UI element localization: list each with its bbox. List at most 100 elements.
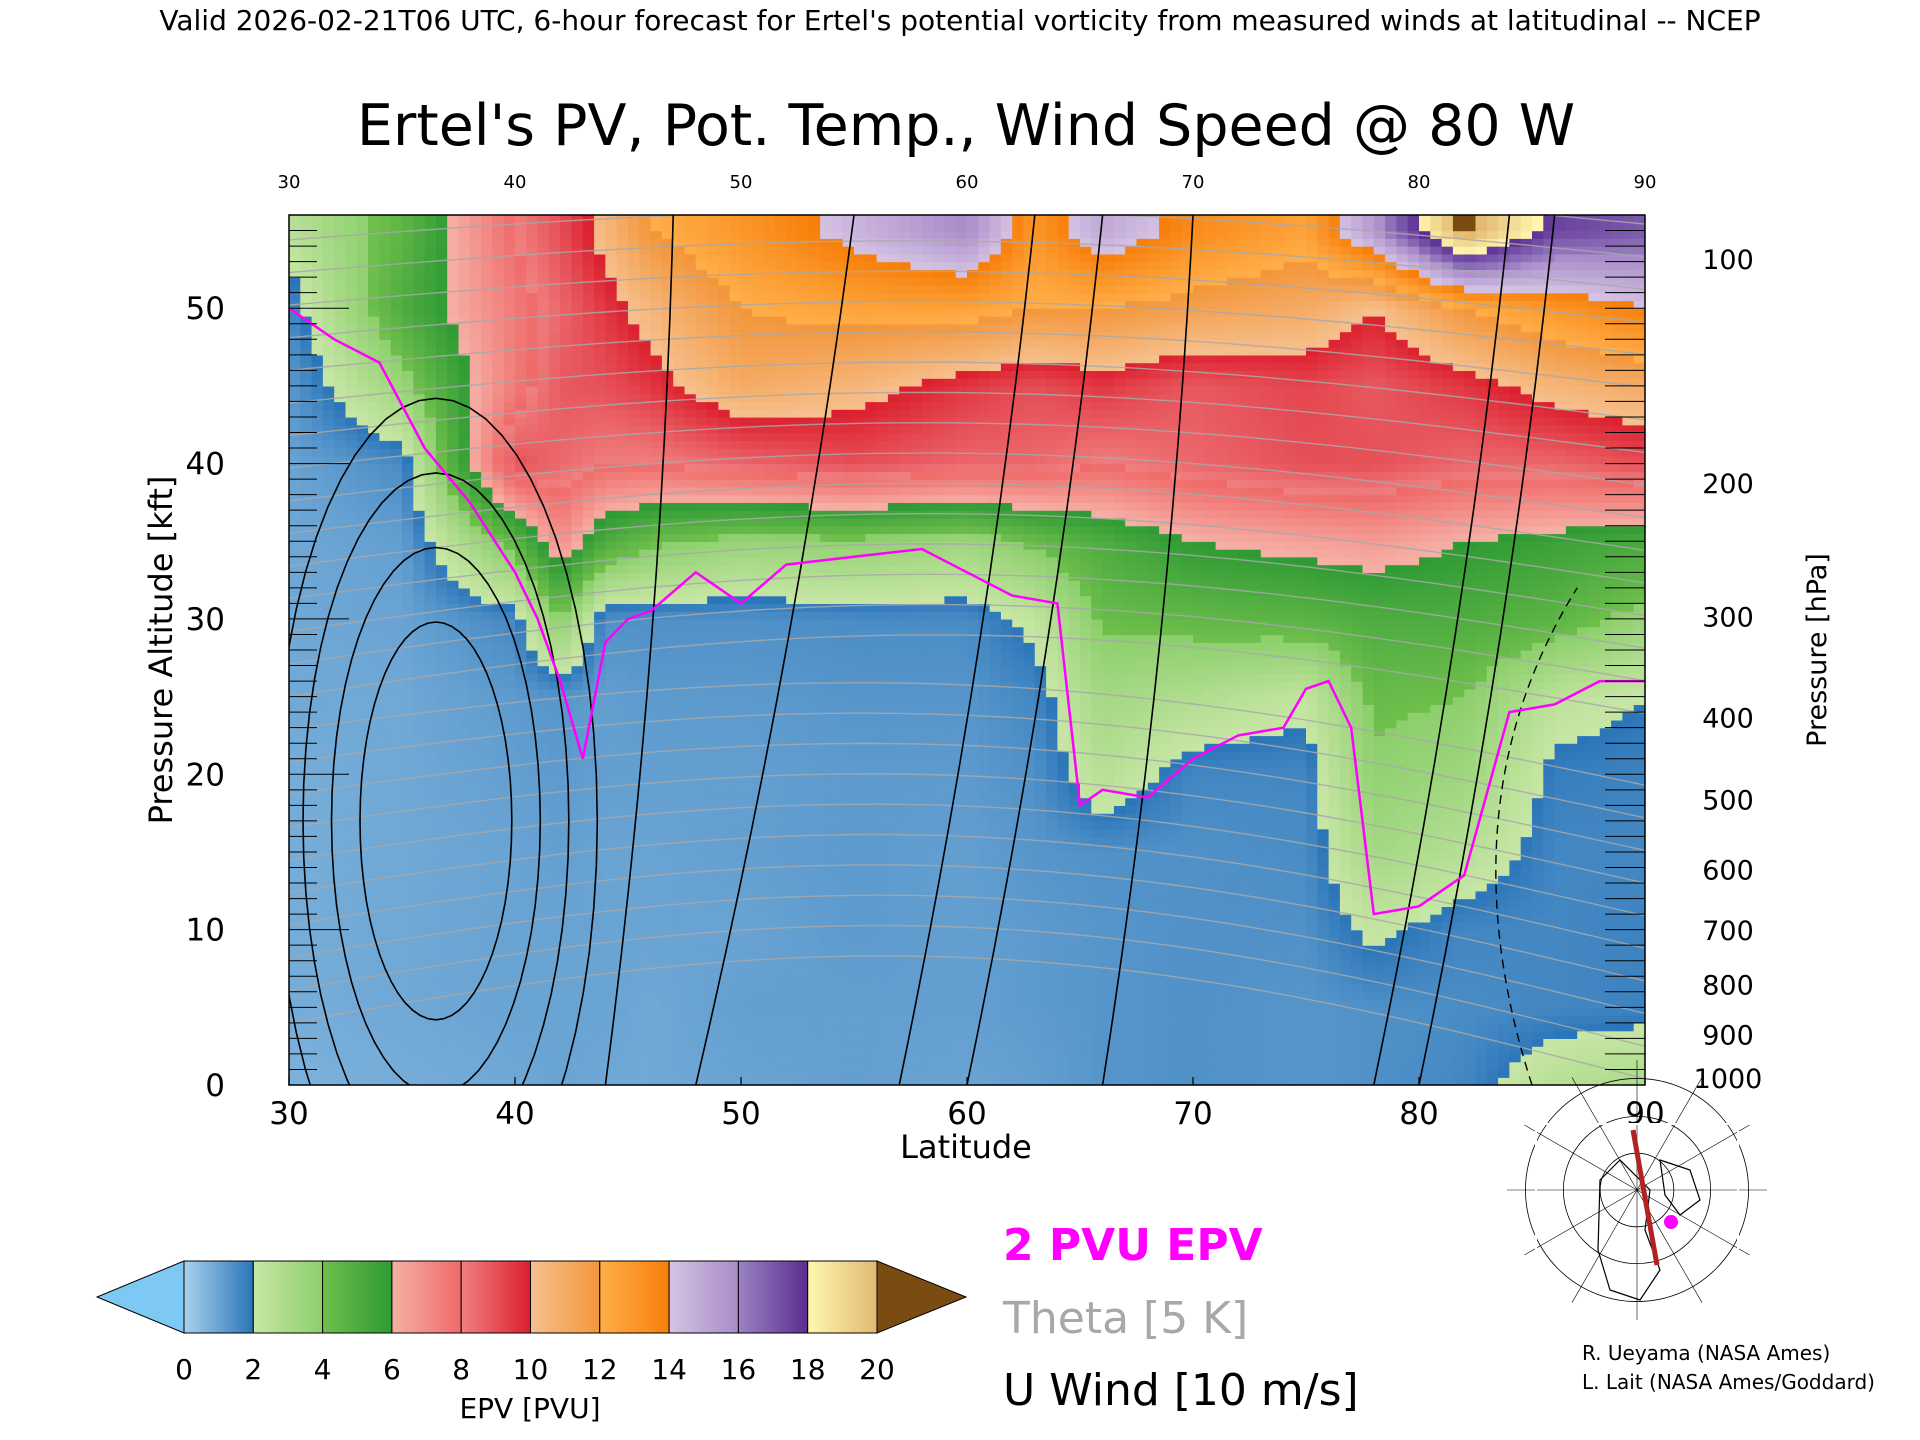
epv-cell <box>707 448 719 457</box>
epv-cell <box>390 789 403 799</box>
epv-cell <box>300 603 313 612</box>
epv-cell <box>413 774 426 783</box>
epv-cell <box>774 984 787 993</box>
epv-cell <box>729 1007 742 1016</box>
epv-cell <box>435 284 448 294</box>
epv-cell <box>661 766 674 775</box>
epv-cell <box>515 1069 527 1078</box>
epv-cell <box>752 952 765 962</box>
epv-cell <box>684 1022 697 1032</box>
epv-cell <box>684 1069 697 1078</box>
epv-cell <box>707 968 719 977</box>
epv-cell <box>458 385 471 395</box>
epv-cell <box>311 929 324 938</box>
epv-cell <box>605 510 618 519</box>
epv-cell <box>402 572 414 581</box>
epv-cell <box>673 890 686 900</box>
epv-cell <box>492 789 505 799</box>
epv-cell <box>289 401 301 410</box>
epv-cell <box>729 479 742 488</box>
epv-cell <box>368 1046 380 1055</box>
epv-cell <box>435 650 448 659</box>
epv-cell <box>605 665 618 674</box>
epv-cell <box>628 1022 640 1032</box>
epv-cell <box>650 1046 663 1055</box>
epv-cell <box>379 1069 392 1078</box>
epv-cell <box>729 673 742 682</box>
epv-cell <box>661 960 674 970</box>
epv-cell <box>774 852 787 861</box>
epv-cell <box>763 424 776 434</box>
epv-cell <box>560 626 573 636</box>
epv-cell <box>526 642 539 651</box>
epv-cell <box>289 564 301 573</box>
epv-cell <box>718 782 731 791</box>
epv-cell <box>594 657 606 667</box>
epv-cell <box>458 929 471 938</box>
epv-cell <box>402 960 414 970</box>
epv-cell <box>447 960 460 970</box>
epv-cell <box>492 471 505 480</box>
epv-cell <box>435 401 448 410</box>
epv-cell <box>763 797 776 806</box>
epv-cell <box>537 642 550 651</box>
epv-cell <box>458 696 471 705</box>
epv-cell <box>503 525 516 535</box>
epv-cell <box>582 766 595 775</box>
epv-cell <box>390 316 403 325</box>
epv-cell <box>673 564 686 573</box>
epv-cell <box>435 968 448 977</box>
epv-cell <box>424 844 437 853</box>
epv-cell <box>435 820 448 830</box>
epv-cell <box>435 424 448 434</box>
epv-cell <box>582 494 595 503</box>
epv-cell <box>582 378 595 387</box>
epv-cell <box>356 751 369 760</box>
epv-cell <box>447 859 460 869</box>
epv-cell <box>571 354 584 364</box>
epv-cell <box>639 782 652 791</box>
epv-cell <box>582 549 595 558</box>
epv-cell <box>594 517 606 527</box>
epv-cell <box>492 611 505 620</box>
epv-cell <box>492 743 505 752</box>
epv-cell <box>458 455 471 465</box>
epv-cell <box>741 1069 753 1078</box>
epv-cell <box>356 626 369 636</box>
epv-cell <box>515 1007 527 1016</box>
epv-cell <box>661 541 674 550</box>
epv-cell <box>605 308 618 317</box>
epv-cell <box>334 549 347 558</box>
epv-cell <box>605 921 618 931</box>
epv-cell <box>458 751 471 760</box>
epv-cell <box>334 852 347 861</box>
epv-cell <box>368 859 380 869</box>
epv-cell <box>390 479 403 488</box>
epv-cell <box>571 712 584 721</box>
epv-cell <box>368 417 380 426</box>
epv-cell <box>582 479 595 488</box>
epv-cell <box>786 1053 799 1063</box>
epv-cell <box>684 1046 697 1055</box>
epv-cell <box>752 393 765 403</box>
epv-cell <box>718 370 731 379</box>
epv-cell <box>334 743 347 752</box>
epv-cell <box>311 782 324 791</box>
epv-cell <box>368 517 380 527</box>
epv-cell <box>526 339 539 348</box>
epv-cell <box>571 323 584 333</box>
epv-cell <box>390 549 403 558</box>
epv-cell <box>639 432 652 441</box>
epv-cell <box>356 921 369 931</box>
epv-cell <box>469 1022 482 1032</box>
epv-cell <box>289 486 301 496</box>
epv-cell <box>289 1061 301 1071</box>
epv-cell <box>334 906 347 915</box>
epv-cell <box>605 479 618 488</box>
epv-cell <box>786 960 799 970</box>
epv-cell <box>300 339 313 348</box>
epv-cell <box>356 253 369 263</box>
epv-cell <box>537 510 550 519</box>
epv-cell <box>469 517 482 527</box>
epv-cell <box>616 541 629 550</box>
